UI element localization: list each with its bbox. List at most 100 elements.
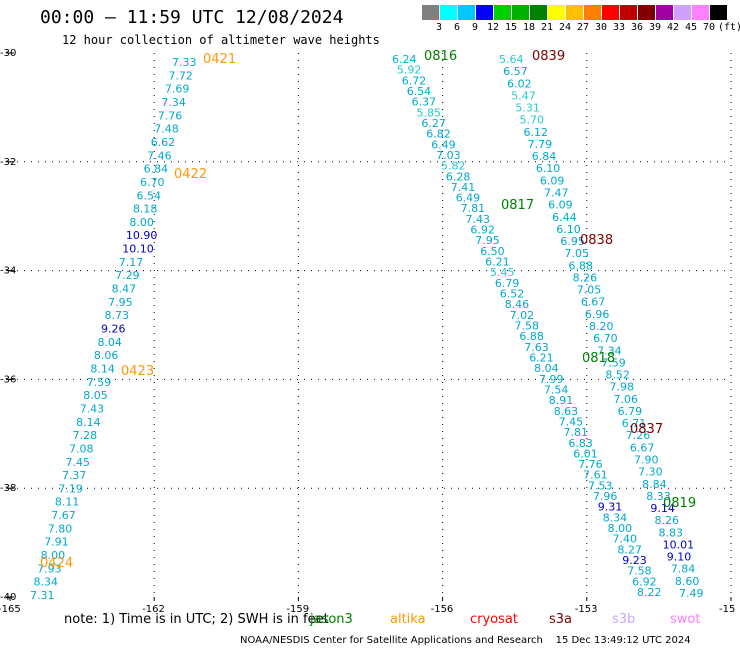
swh-value: 8.00 [608,522,633,535]
swh-value: 7.79 [528,138,553,151]
legend-swatch [530,5,547,20]
legend-swatch [548,5,565,20]
swh-value: 6.24 [392,53,417,66]
legend-swatch [476,5,493,20]
swh-value: 9.23 [622,554,647,567]
swh-value: 7.37 [62,469,86,482]
pass-label: 0817 [501,198,534,213]
swh-value: 7.81 [564,426,589,439]
lon-tick-label: -15 [719,604,735,615]
map-subtitle: 12 hour collection of altimeter wave hei… [62,33,380,47]
swh-value: 7.58 [627,565,652,578]
swh-value: 6.21 [485,256,510,269]
lat-tick-label: -38 [0,483,16,494]
swh-value: 7.72 [168,69,193,82]
swh-value: 6.44 [552,211,577,224]
swh-value: 6.10 [536,162,561,175]
swh-value: 10.90 [126,229,158,242]
swh-value: 6.12 [524,126,549,139]
swh-value: 10.10 [122,243,154,256]
swh-value: 7.90 [634,454,659,467]
swh-value: 5.92 [397,64,422,77]
swh-value: 6.62 [151,136,176,149]
swh-value: 7.26 [626,429,651,442]
swh-value: 7.46 [147,149,172,162]
swh-value: 6.57 [503,65,528,78]
swh-value: 7.81 [461,202,486,215]
swh-value: 9.10 [667,551,692,564]
swh-value: 8.22 [637,586,662,599]
swh-value: 6.09 [548,199,573,212]
swh-value: 7.69 [165,83,190,96]
swh-value: 5.31 [515,102,540,115]
swh-value: 7.33 [172,56,197,69]
swh-value: 7.31 [30,589,55,602]
swh-value: 8.00 [41,549,66,562]
legend-swatch [440,5,457,20]
swh-value: 7.98 [609,381,634,394]
legend-label: 18 [522,22,536,33]
swh-value: 7.29 [115,269,140,282]
swh-value: 7.03 [436,149,461,162]
swh-value: 7.43 [80,402,105,415]
legend-swatch [692,5,709,20]
legend-label: 42 [666,22,680,33]
pass-label: 0816 [424,49,457,64]
pass-label: 0422 [174,167,207,182]
legend-swatch [674,5,691,20]
pass-label: 0818 [582,351,615,366]
swh-value: 7.45 [66,456,91,469]
swh-value: 7.91 [44,536,68,549]
swh-value: 6.84 [144,163,169,176]
swh-value: 7.93 [37,562,62,575]
pass-label: 0424 [40,556,73,571]
swh-value: 6.70 [593,332,618,345]
lat-tick-label: -40 [0,592,16,603]
swh-value: 9.14 [650,502,675,515]
swh-value: 7.67 [51,509,76,522]
pass-label: 0837 [630,422,663,437]
lat-tick-label: -32 [0,157,16,168]
swh-value: 8.84 [642,478,667,491]
swh-value: 8.05 [83,389,108,402]
swh-value: 6.96 [585,308,610,321]
legend-swatch [566,5,583,20]
footer: NOAA/NESDIS Center for Satellite Applica… [240,635,691,646]
swh-value: 6.83 [568,437,593,450]
legend-swatch [602,5,619,20]
legend-swatch [638,5,655,20]
legend-unit: (ft) [718,22,740,33]
legend-label: 3 [435,22,443,33]
legend-label: 24 [558,22,572,33]
footer-credit: NOAA/NESDIS Center for Satellite Applica… [240,635,543,646]
swh-value: 7.99 [539,373,564,386]
swh-value: 6.82 [426,128,451,141]
swh-value: 5.45 [490,266,515,279]
lon-tick-label: -162 [142,604,165,615]
legend-swatch [458,5,475,20]
swh-value: 6.09 [540,174,565,187]
swh-value: 7.43 [466,213,491,226]
legend-swatch [512,5,529,20]
swh-value: 8.27 [617,543,642,556]
swh-value: 8.46 [505,298,530,311]
swh-value: 8.33 [646,490,671,503]
swh-value: 7.53 [588,479,613,492]
satellite-name-jason3: jason3 [310,612,353,627]
swh-value: 8.34 [603,511,628,524]
legend-swatch [422,5,439,20]
swh-value: 5.82 [441,160,466,173]
pass-label: 0819 [663,496,696,511]
legend-label: 45 [684,22,698,33]
swh-value: 6.10 [556,223,581,236]
swh-value: 9.31 [598,501,623,514]
legend-label: 36 [630,22,644,33]
swh-value: 7.05 [577,284,602,297]
swh-value: 7.30 [638,466,663,479]
swh-value: 7.48 [154,123,179,136]
lat-tick-label: -34 [0,266,16,277]
satellite-name-s3a: s3a [549,612,573,627]
swh-value: 8.14 [76,416,101,429]
swh-value: 8.18 [133,203,158,216]
